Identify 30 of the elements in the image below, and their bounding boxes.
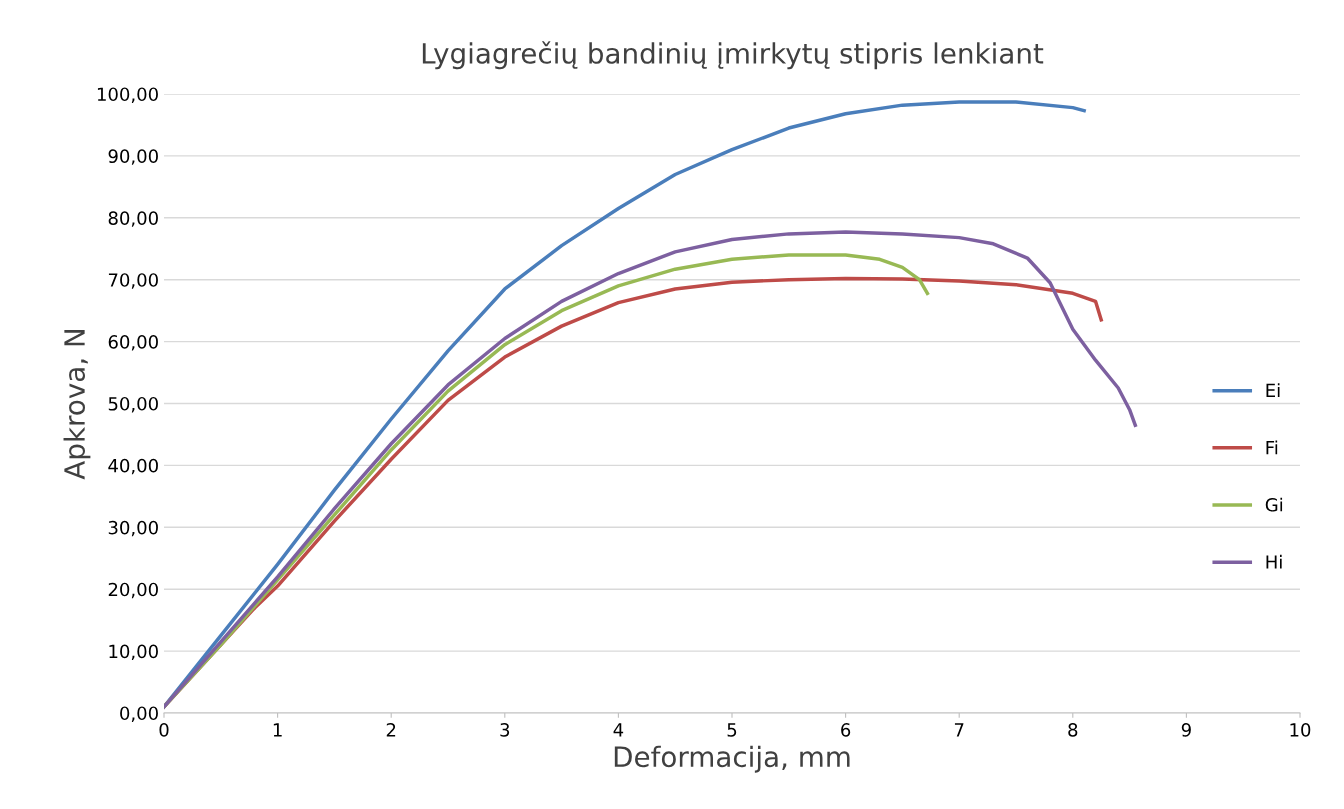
x-tick-label: 8 <box>1068 723 1078 737</box>
chart-title: Lygiagrečių bandinių įmirkytų stipris lenkiant <box>422 41 1044 70</box>
y-tick-label: 10,00 <box>109 644 158 661</box>
x-tick-label: 10 <box>1290 723 1311 737</box>
legend-label: Ei <box>1266 383 1280 397</box>
y-tick-label: 70,00 <box>108 273 158 289</box>
legend-label: Hi <box>1266 554 1282 569</box>
legend-label: Fi <box>1266 440 1278 455</box>
x-tick-label: 1 <box>273 723 282 737</box>
x-axis-title: Deformacija, mm <box>614 745 850 773</box>
x-tick-label: 6 <box>841 723 851 737</box>
line-series <box>164 253 930 709</box>
y-tick-label: 60,00 <box>108 335 158 351</box>
y-tick-label: 80,00 <box>108 211 158 227</box>
x-tick-label: 4 <box>613 723 624 737</box>
y-axis-title: Apkrova, N <box>63 330 91 480</box>
x-tick-label: 7 <box>954 723 964 737</box>
x-tick-label: 0 <box>159 723 169 737</box>
y-tick-label: 20,00 <box>108 582 158 599</box>
y-tick-label: 90,00 <box>108 149 158 165</box>
legend-label: Gi <box>1265 497 1283 512</box>
y-tick-label: 30,00 <box>108 520 158 537</box>
y-tick-label: 0,00 <box>120 706 158 722</box>
x-tick-label: 5 <box>727 723 737 737</box>
x-tick-label: 3 <box>500 723 510 737</box>
y-tick-label: 100,00 <box>97 87 158 103</box>
x-tick-label: 2 <box>386 723 396 737</box>
y-tick-label: 40,00 <box>108 458 158 475</box>
x-tick-label: 9 <box>1181 723 1191 737</box>
y-tick-label: 50,00 <box>108 396 158 413</box>
